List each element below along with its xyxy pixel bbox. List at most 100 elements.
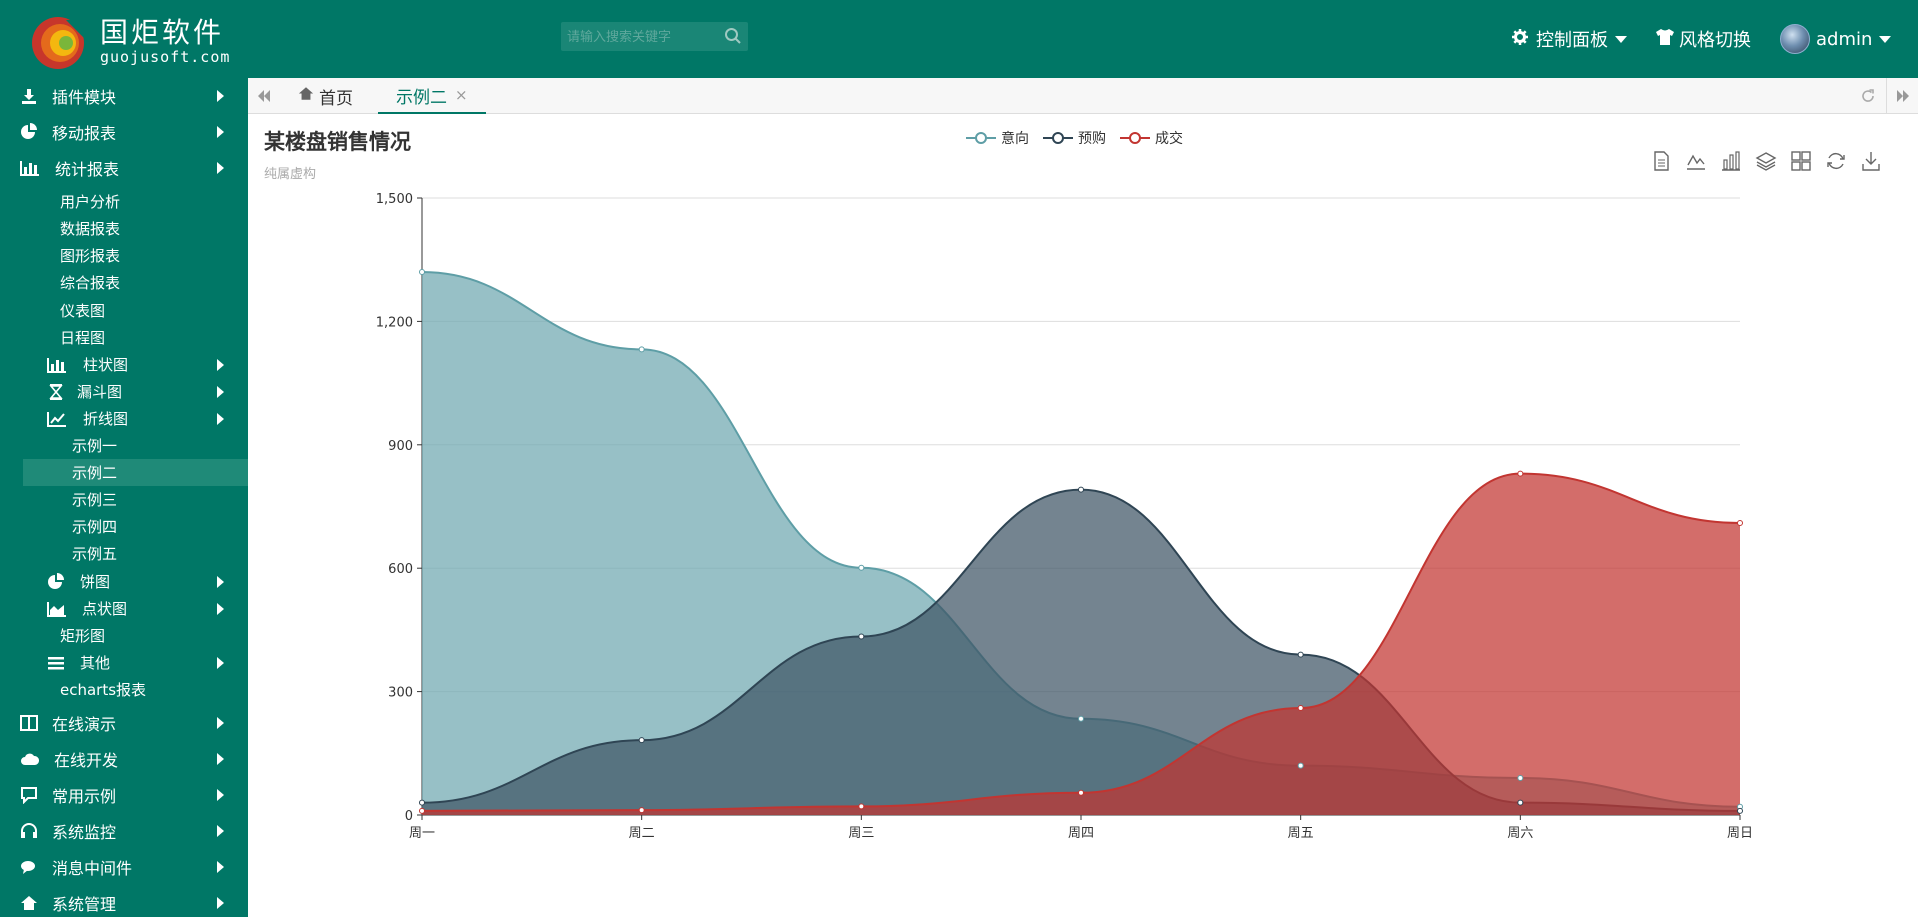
restore-icon[interactable] [1825,150,1847,172]
data-point [1078,789,1084,796]
chevron-right-icon [217,359,224,371]
chevron-down-icon [1615,35,1627,43]
sidebar-item-online-demo[interactable]: 在线演示 [0,705,248,741]
series-line-2 [421,488,1741,812]
sidebar-item-label: 示例五 [72,545,118,563]
comment-icon [20,786,38,805]
headphones-icon [20,822,38,840]
y-tick-label: 600 [388,562,413,577]
sidebar-item-treemap[interactable]: 矩形图 [0,622,248,649]
legend-label: 意向 [1001,131,1029,147]
sidebar-item-label: 示例一 [72,437,118,455]
double-chevron-left-icon [258,90,270,102]
sidebar-item-monitoring[interactable]: 系统监控 [0,813,248,849]
sidebar-item-label: 折线图 [83,410,129,428]
theme-switch-button[interactable]: 风格切换 [1656,24,1751,54]
logo-mark-icon [30,14,92,70]
sidebar-item-user-analysis[interactable]: 用户分析 [0,188,248,215]
line-chart-icon [47,410,66,428]
refresh-icon [1862,89,1874,102]
home-icon [20,894,38,912]
tab-scroll-left-button[interactable] [248,78,280,114]
series-area-2 [422,489,1740,815]
sidebar-item-system-admin[interactable]: 系统管理 [0,885,248,917]
data-point [1517,774,1524,781]
line-switch-icon[interactable] [1685,150,1707,172]
data-point [419,807,425,814]
sidebar-item-examples[interactable]: 常用示例 [0,777,248,813]
data-point [1517,470,1524,477]
data-point [419,799,425,806]
sidebar-item-echarts[interactable]: echarts报表 [0,676,248,703]
data-point [1078,486,1084,493]
sidebar-item-scatter[interactable]: 点状图 [0,595,248,622]
tiled-switch-icon[interactable] [1790,150,1812,172]
sidebar-item-stat-reports[interactable]: 统计报表 [0,150,248,186]
stack-switch-icon[interactable] [1755,150,1777,172]
pie-icon [47,573,65,591]
y-tick-label: 1,200 [376,315,413,330]
sidebar-item-label: 饼图 [80,573,111,591]
tshirt-icon [1656,28,1674,50]
app-logo[interactable]: 国炬软件 guojusoft.com [30,14,230,70]
sidebar-item-label: 其他 [80,654,111,672]
data-point [638,346,645,353]
sidebar-item-composite-report[interactable]: 综合报表 [0,269,248,296]
chart-legend: 意向 预购 成交 [966,128,1197,148]
logo-title: 国炬软件 [100,16,225,49]
tab-example-2[interactable]: 示例二 × [378,78,486,114]
sidebar-item-gauge[interactable]: 仪表图 [0,297,248,324]
sidebar-item-label: 插件模块 [52,88,117,107]
chart-subtitle: 纯属虚构 [264,167,317,182]
data-point [638,737,645,744]
user-menu[interactable]: admin [1780,24,1892,54]
tab-scroll-right-button[interactable] [1886,78,1918,114]
sidebar-item-online-dev[interactable]: 在线开发 [0,741,248,777]
legend-item-deal[interactable]: 成交 [1120,128,1183,148]
sidebar-item-plugins[interactable]: 插件模块 [0,78,248,114]
sidebar-item-label: 日程图 [60,329,106,347]
sidebar-item-pie-chart[interactable]: 饼图 [0,568,248,595]
tab-label: 示例二 [396,87,447,108]
chevron-right-icon [217,386,224,398]
sidebar-item-graph-report[interactable]: 图形报表 [0,242,248,269]
sidebar-item-line-chart[interactable]: 折线图 [0,405,248,432]
search-box [561,22,748,51]
legend-item-preorder[interactable]: 预购 [1043,128,1106,148]
data-point [1297,651,1304,658]
sidebar-item-other[interactable]: 其他 [0,649,248,676]
data-point [858,803,865,810]
save-image-icon[interactable] [1860,150,1882,172]
logo-subtitle: guojusoft.com [100,48,231,66]
search-icon[interactable] [724,27,742,49]
sidebar-item-line-example-4[interactable]: 示例四 [0,513,248,540]
sidebar-item-bar-chart[interactable]: 柱状图 [0,351,248,378]
sidebar-item-mobile-reports[interactable]: 移动报表 [0,114,248,150]
series-area-3 [422,473,1740,815]
sidebar-item-line-example-3[interactable]: 示例三 [0,486,248,513]
sidebar-item-messaging[interactable]: 消息中间件 [0,849,248,885]
sidebar-item-data-report[interactable]: 数据报表 [0,215,248,242]
sidebar-item-label: 综合报表 [60,274,121,292]
data-point [1297,762,1304,769]
sidebar-item-line-example-1[interactable]: 示例一 [0,432,248,459]
sidebar-item-funnel[interactable]: 漏斗图 [0,378,248,405]
chevron-right-icon [217,789,224,801]
sidebar-item-label: 示例四 [72,518,118,536]
sidebar-item-schedule[interactable]: 日程图 [0,324,248,351]
legend-item-intent[interactable]: 意向 [966,128,1029,148]
sidebar-item-label: 矩形图 [60,627,106,645]
chevron-right-icon [217,126,224,138]
search-input[interactable] [561,22,716,51]
tab-home[interactable]: 首页 [298,78,353,114]
data-view-icon[interactable] [1650,150,1672,172]
chevron-right-icon [217,717,224,729]
bar-switch-icon[interactable] [1720,150,1742,172]
chevron-right-icon [217,90,224,102]
sidebar-item-line-example-2[interactable]: 示例二 [23,459,248,486]
sidebar-item-line-example-5[interactable]: 示例五 [0,540,248,567]
control-panel-menu[interactable]: 控制面板 [1512,24,1627,54]
refresh-button[interactable] [1852,78,1884,114]
close-icon[interactable]: × [455,86,468,104]
chevron-right-icon [217,413,224,425]
